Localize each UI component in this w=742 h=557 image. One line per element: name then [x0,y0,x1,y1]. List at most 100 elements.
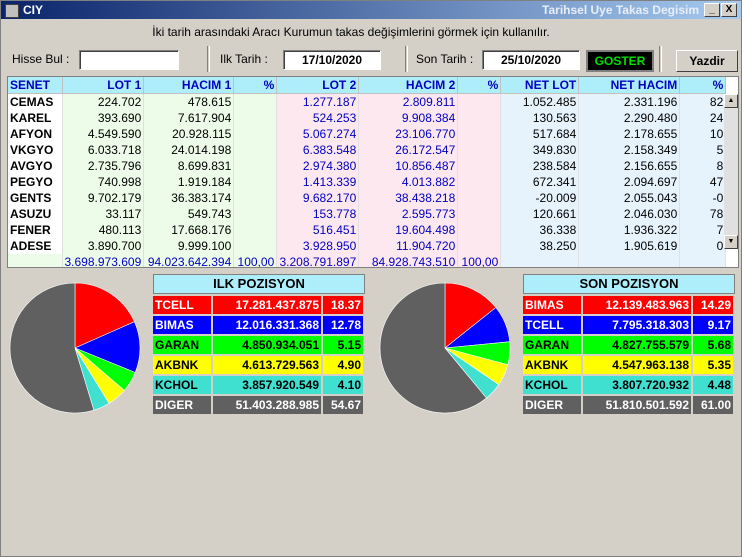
col-lot2[interactable]: LOT 2 [276,77,360,94]
cell-pct2 [457,93,502,110]
cell-net-pct: 7 [679,222,727,238]
cell-hacim2: 23.106.770 [358,126,459,142]
table-row[interactable]: KAREL 393.690 7.617.904 524.253 9.908.384 130… [8,110,727,126]
table-header-row: SENET LOT 1 HACIM 1 % LOT 2 HACIM 2 % NE… [8,77,727,94]
cell-pct1 [233,158,278,174]
table-row[interactable]: ASUZU 33.117 549.743 153.778 2.595.773 120.66… [8,206,727,222]
cell-hacim1: 478.615 [143,93,235,110]
separator [405,46,408,72]
cell-pct1 [233,126,278,142]
cell-senet: FENER [8,222,63,238]
table-row[interactable]: AVGYO 2.735.796 8.699.831 2.974.380 10.856.4… [8,158,727,174]
cell-net-hacim: 2.331.196 [578,93,681,110]
cell-senet: ASUZU [8,206,63,222]
cell-lot2: 153.778 [276,206,360,222]
position-symbol: TCELL [153,296,213,314]
cell-senet: AFYON [8,126,63,142]
cell-pct1 [233,174,278,190]
cell-net-pct: 24 [679,110,727,126]
col-pct2[interactable]: % [457,77,502,94]
cell-lot2: 524.253 [276,110,360,126]
table-row[interactable]: CEMAS 224.702 478.615 1.277.187 2.809.811 1.0… [8,93,727,110]
total-lot1: 3.698.973.609 [62,254,145,267]
cell-hacim1: 1.919.184 [143,174,235,190]
pie-slice-diger [379,282,487,414]
cell-net-pct: 10 [679,126,727,142]
position-row: GARAN 4.850.934.051 5.15 [153,336,365,354]
close-button[interactable]: X [721,3,737,17]
vertical-scrollbar[interactable]: ▲ ▼ [724,94,738,249]
position-row: KCHOL 3.857.920.549 4.10 [153,376,365,394]
yazdir-button[interactable]: Yazdir [676,50,738,72]
total-hacim2: 84.928.743.510 [358,254,459,267]
cell-senet: KAREL [8,110,63,126]
col-net-pct[interactable]: % [679,77,727,94]
position-percent: 5.15 [323,336,363,354]
col-lot1[interactable]: LOT 1 [62,77,145,94]
cell-pct1 [233,206,278,222]
hisse-bul-input[interactable] [79,50,179,70]
position-row: KCHOL 3.807.720.932 4.48 [523,376,735,394]
table-row[interactable]: VKGYO 6.033.718 24.014.198 6.383.548 26.172.… [8,142,727,158]
pie-slice-tcell [74,282,135,349]
scroll-down-icon[interactable]: ▼ [724,235,738,249]
cell-net-lot: 130.563 [500,110,580,126]
table-row[interactable]: FENER 480.113 17.668.176 516.451 19.604.498 3… [8,222,727,238]
goster-button[interactable]: GOSTER [586,50,654,72]
table-row[interactable]: PEGYO 740.998 1.919.184 1.413.339 4.013.882 6… [8,174,727,190]
cell-pct2 [457,222,502,238]
cell-net-pct: 8 [679,158,727,174]
col-senet[interactable]: SENET [8,77,63,94]
col-net-lot[interactable]: NET LOT [500,77,580,94]
cell-senet: ADESE [8,238,63,254]
cell-lot1: 480.113 [62,222,145,238]
cell-lot2: 6.383.548 [276,142,360,158]
col-net-hacim[interactable]: NET HACIM [578,77,681,94]
cell-hacim2: 10.856.487 [358,158,459,174]
scroll-up-icon[interactable]: ▲ [724,94,738,108]
ilk-pozisyon-pie-chart [9,282,141,414]
cell-lot1: 393.690 [62,110,145,126]
cell-lot2: 516.451 [276,222,360,238]
cell-hacim2: 4.013.882 [358,174,459,190]
info-text: İki tarih arasındaki Aracı Kurumun takas… [152,25,550,39]
table-row[interactable]: AFYON 4.549.590 20.928.115 5.067.274 23.106.… [8,126,727,142]
cell-net-pct: 0 [679,238,727,254]
cell-hacim2: 19.604.498 [358,222,459,238]
table-row[interactable]: GENTS 9.702.179 36.383.174 9.682.170 38.438.… [8,190,727,206]
hisse-bul-label: Hisse Bul : [12,52,70,66]
cell-senet: AVGYO [8,158,63,174]
cell-hacim1: 20.928.115 [143,126,235,142]
ilk-pozisyon-title: ILK POZISYON [153,274,365,294]
ilk-tarih-field[interactable]: 17/10/2020 [283,50,381,70]
position-value: 51.810.501.592 [583,396,693,414]
position-symbol: AKBNK [523,356,583,374]
title-bar[interactable]: CIY Tarihsel Uye Takas Degisim _ X [1,1,741,19]
cell-hacim2: 9.908.384 [358,110,459,126]
position-value: 4.547.963.138 [583,356,693,374]
cell-hacim2: 38.438.218 [358,190,459,206]
takas-table[interactable]: SENET LOT 1 HACIM 1 % LOT 2 HACIM 2 % NE… [7,76,739,268]
totals-row: 3.698.973.609 94.023.642.394 100,00 3.208.7… [8,254,727,267]
cell-pct2 [457,142,502,158]
son-pozisyon-pie-chart [379,282,511,414]
cell-net-pct: 5 [679,142,727,158]
col-hacim1[interactable]: HACIM 1 [143,77,235,94]
cell-senet: PEGYO [8,174,63,190]
cell-net-pct: 82 [679,93,727,110]
position-symbol: TCELL [523,316,583,334]
separator [659,46,662,72]
position-value: 12.139.483.963 [583,296,693,314]
separator [207,46,210,72]
position-value: 3.857.920.549 [213,376,323,394]
position-row: TCELL 7.795.318.303 9.17 [523,316,735,334]
position-symbol: DIGER [153,396,213,414]
table-row[interactable]: ADESE 3.890.700 9.999.100 3.928.950 11.904.7… [8,238,727,254]
col-pct1[interactable]: % [233,77,278,94]
son-tarih-field[interactable]: 25/10/2020 [482,50,580,70]
col-hacim2[interactable]: HACIM 2 [358,77,459,94]
position-percent: 4.10 [323,376,363,394]
position-symbol: KCHOL [153,376,213,394]
position-percent: 61.00 [693,396,733,414]
minimize-button[interactable]: _ [704,3,720,17]
